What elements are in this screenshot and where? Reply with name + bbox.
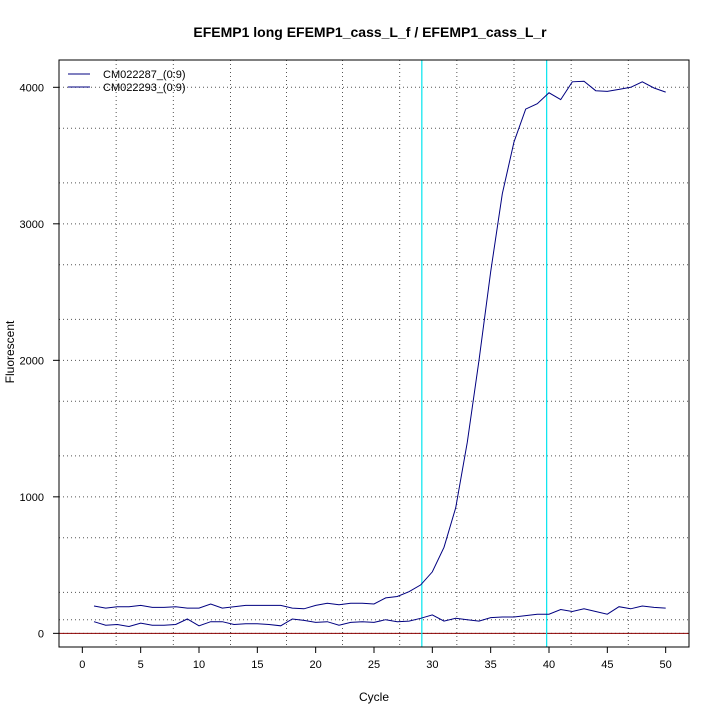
plot-frame: [58, 59, 690, 648]
chart-title: EFEMP1 long EFEMP1_cass_L_f / EFEMP1_cas…: [193, 24, 547, 40]
x-tick-label: 0: [79, 659, 85, 671]
legend-label: CM022293_(0:9): [103, 82, 186, 94]
threshold-layer: [421, 60, 548, 647]
x-tick-label: 25: [368, 659, 380, 671]
x-tick-label: 50: [660, 659, 672, 671]
x-tick-label: 30: [426, 659, 438, 671]
y-axis: 0 1000 2000 3000 4000: [20, 82, 59, 640]
x-tick-label: 15: [251, 659, 263, 671]
y-axis-label: Fluorescent: [3, 320, 17, 383]
y-tick-label: 1000: [20, 492, 44, 504]
x-axis-label: Cycle: [359, 690, 389, 704]
y-tick-label: 2000: [20, 355, 44, 367]
x-tick-label: 5: [138, 659, 144, 671]
legend-label: CM022287_(0:9): [103, 69, 186, 81]
y-tick-label: 3000: [20, 219, 44, 231]
x-tick-label: 35: [485, 659, 497, 671]
series-line: [93, 80, 666, 610]
grid-layer: [59, 60, 689, 647]
legend: CM022287_(0:9)CM022293_(0:9): [68, 69, 186, 94]
series-line: [93, 605, 666, 628]
y-tick-label: 0: [38, 628, 44, 640]
x-tick-label: 45: [601, 659, 613, 671]
x-axis: 0 5 10 15 20 25 30 35 40 45 50: [79, 647, 672, 671]
x-tick-label: 40: [543, 659, 555, 671]
x-tick-label: 20: [310, 659, 322, 671]
x-tick-label: 10: [193, 659, 205, 671]
y-tick-label: 4000: [20, 82, 44, 94]
series-layer: [93, 80, 666, 628]
